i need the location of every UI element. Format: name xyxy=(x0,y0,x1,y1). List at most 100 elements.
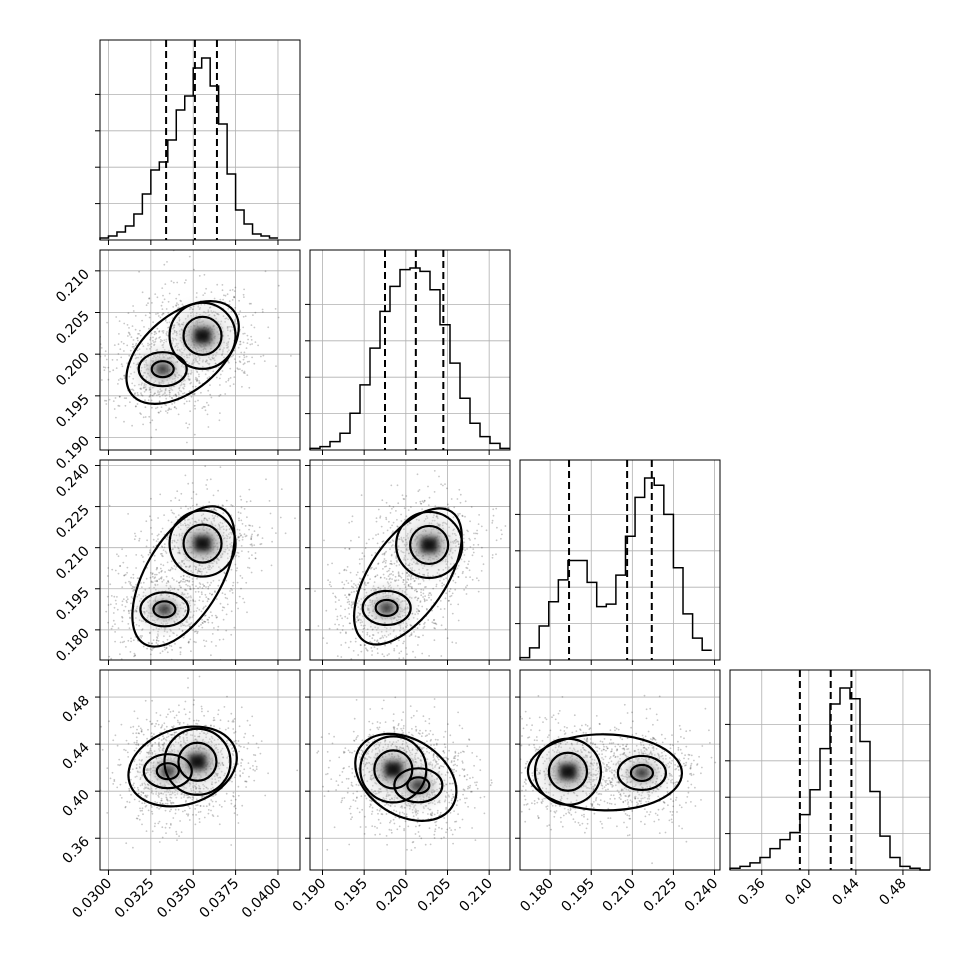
sample-point xyxy=(204,614,207,617)
sample-point xyxy=(205,484,208,486)
sample-point xyxy=(357,654,360,656)
sample-point xyxy=(160,570,163,573)
scatter-panel-2-3 xyxy=(305,459,511,665)
sample-point xyxy=(183,281,186,284)
sample-point xyxy=(398,639,400,642)
sample-point xyxy=(216,616,218,618)
sample-point xyxy=(137,394,139,396)
sample-point xyxy=(482,563,485,566)
sample-point xyxy=(164,648,166,651)
sample-point xyxy=(225,381,228,383)
sample-point xyxy=(193,699,195,701)
sample-point xyxy=(207,597,209,600)
sample-point xyxy=(243,370,246,373)
sample-point xyxy=(455,642,457,644)
sample-point xyxy=(112,619,115,622)
sample-point xyxy=(241,369,244,372)
sample-point xyxy=(196,632,199,635)
sample-point xyxy=(342,625,345,627)
sample-point xyxy=(107,567,110,569)
sample-point xyxy=(397,502,400,505)
sample-point xyxy=(477,523,480,525)
sample-point xyxy=(247,742,250,744)
sample-point xyxy=(477,543,480,546)
sample-point xyxy=(403,498,406,500)
sample-point xyxy=(375,520,378,523)
sample-point xyxy=(161,803,164,805)
sample-point xyxy=(160,563,162,566)
sample-point xyxy=(121,641,124,644)
sample-point xyxy=(141,319,144,322)
sample-point xyxy=(106,321,108,324)
sample-point xyxy=(232,581,235,584)
sample-point xyxy=(165,832,167,834)
sample-point xyxy=(239,774,242,777)
sample-point xyxy=(155,712,158,714)
sample-point xyxy=(146,647,149,650)
sample-point xyxy=(160,406,163,408)
sample-point xyxy=(145,662,147,664)
sample-point xyxy=(165,308,168,310)
sample-point xyxy=(391,570,394,573)
sample-point xyxy=(253,326,256,329)
sample-point xyxy=(114,631,116,633)
sample-point xyxy=(123,609,125,612)
sample-point xyxy=(120,341,123,343)
sample-point xyxy=(422,634,424,637)
sample-point xyxy=(478,514,480,516)
sample-point xyxy=(156,534,159,537)
sample-point xyxy=(134,315,137,317)
contour-level-2 xyxy=(395,510,464,580)
sample-point xyxy=(230,587,232,590)
sample-point xyxy=(218,395,221,397)
sample-point xyxy=(145,545,148,548)
sample-point xyxy=(127,335,129,337)
sample-point xyxy=(243,351,246,354)
sample-point xyxy=(442,616,445,618)
sample-point xyxy=(205,596,208,598)
sample-point xyxy=(323,539,325,542)
sample-point xyxy=(140,413,142,415)
sample-point xyxy=(209,592,211,595)
sample-point xyxy=(328,583,331,586)
sample-point xyxy=(157,517,160,519)
sample-point xyxy=(207,621,210,624)
sample-point xyxy=(432,619,435,622)
sample-point xyxy=(469,520,471,523)
sample-point xyxy=(108,398,111,401)
sample-point xyxy=(130,388,132,391)
sample-point xyxy=(121,615,123,618)
sample-point xyxy=(230,610,233,613)
sample-point xyxy=(382,568,384,570)
sample-point xyxy=(127,623,130,625)
sample-point xyxy=(105,610,108,613)
sample-point xyxy=(325,609,328,612)
sample-point xyxy=(192,491,195,493)
sample-point xyxy=(147,553,150,556)
sample-point xyxy=(334,601,337,603)
sample-point xyxy=(465,593,468,595)
sample-point xyxy=(234,798,237,801)
sample-point xyxy=(248,567,251,569)
sample-point xyxy=(322,637,325,639)
sample-point xyxy=(232,720,235,723)
sample-point xyxy=(476,529,478,532)
sample-point xyxy=(361,558,363,560)
sample-point xyxy=(136,337,139,340)
sample-point xyxy=(144,399,146,402)
sample-point xyxy=(150,497,152,500)
sample-point xyxy=(222,638,225,641)
sample-point xyxy=(385,518,388,521)
sample-point xyxy=(229,377,232,379)
sample-point xyxy=(132,310,135,312)
sample-point xyxy=(119,641,122,644)
sample-point xyxy=(159,493,162,496)
sample-point xyxy=(375,517,378,519)
sample-point xyxy=(132,846,134,849)
sample-point xyxy=(85,575,87,577)
sample-point xyxy=(250,538,253,541)
sample-point xyxy=(125,646,127,648)
sample-point xyxy=(206,618,209,621)
sample-point xyxy=(217,629,219,631)
sample-point xyxy=(125,781,127,784)
